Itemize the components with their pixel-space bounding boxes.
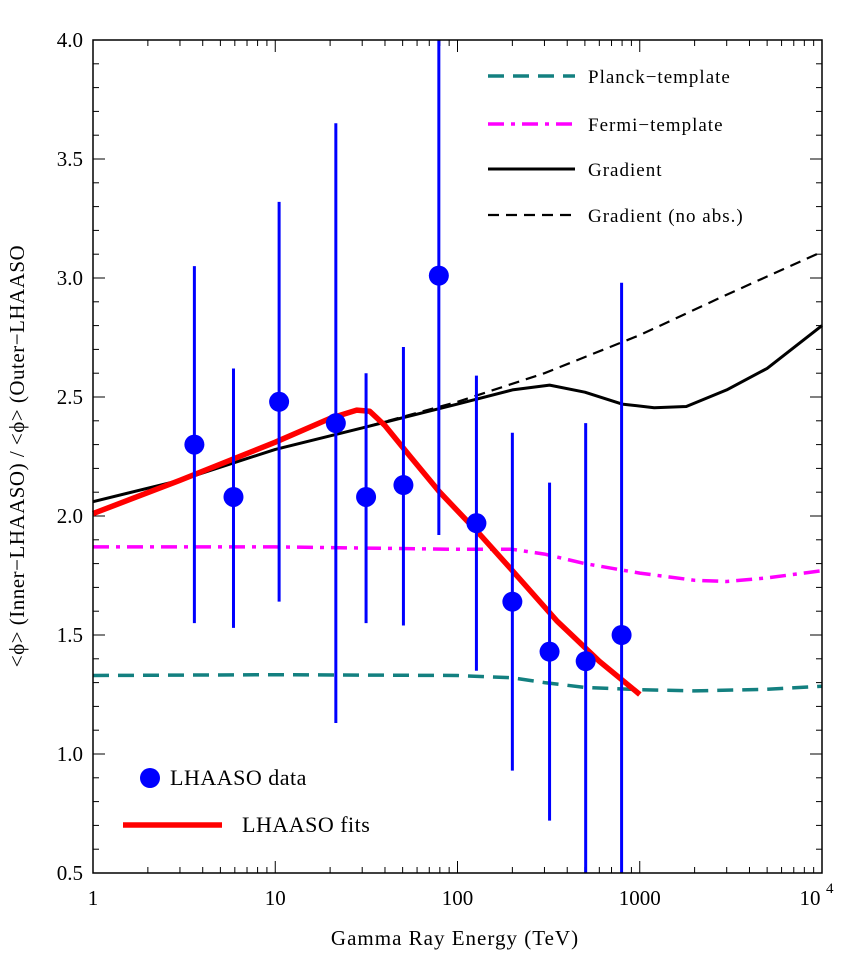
y-axis-label: <ϕ> (Inner−LHAASO) / <ϕ> (Outer−LHAASO: [5, 245, 29, 667]
y-tick-label: 2.0: [57, 504, 83, 528]
legend-label: Planck−template: [588, 67, 731, 88]
x-tick-label: 1000: [619, 886, 661, 910]
x-tick-label: 100: [442, 886, 474, 910]
data-point: [539, 641, 560, 662]
y-tick-label: 4.0: [57, 28, 83, 52]
data-point: [184, 434, 205, 455]
data-point: [356, 486, 377, 507]
data-point: [466, 513, 487, 534]
y-tick-label: 0.5: [57, 861, 83, 885]
legend-label: Gradient: [588, 160, 662, 181]
legend-label: LHAASO data: [170, 765, 307, 790]
legend-label: Fermi−template: [588, 115, 724, 136]
x-tick-label: 10: [265, 886, 286, 910]
series-line-fermi-template: [93, 545, 823, 584]
y-tick-labels: 0.5 1.0 1.5 2.0 2.5 3.0 3.5 4.0: [57, 28, 83, 885]
series-line-gradient-no-abs-: [92, 250, 823, 503]
legend-label: LHAASO fits: [242, 812, 370, 837]
data-point: [428, 265, 449, 286]
data-points: [184, 40, 632, 873]
series-layer: [92, 250, 823, 697]
data-point: [269, 391, 290, 412]
axis-ticks: [92, 39, 822, 874]
y-tick-label: 2.5: [57, 385, 83, 409]
legend-marker: [140, 768, 160, 788]
data-point: [393, 475, 414, 496]
legend-bottom: LHAASO data LHAASO fits: [123, 765, 370, 837]
legend-label: Gradient (no abs.): [588, 206, 744, 227]
x-axis-label: Gamma Ray Energy (TeV): [331, 926, 579, 950]
data-point: [223, 486, 244, 507]
plot-frame: [92, 39, 823, 874]
data-point: [325, 413, 346, 434]
x-tick-label: 1: [88, 886, 99, 910]
y-tick-label: 1.5: [57, 623, 83, 647]
data-point: [502, 591, 523, 612]
x-tick-labels: 1 10 100 1000 10 4: [88, 881, 834, 910]
x-tick-label: 10: [800, 886, 821, 910]
y-tick-label: 3.5: [57, 147, 83, 171]
data-point: [611, 625, 632, 645]
series-line-planck-template: [92, 672, 823, 693]
x-tick-label-exponent: 4: [826, 881, 834, 897]
y-tick-label: 3.0: [57, 266, 83, 290]
y-tick-label: 1.0: [57, 742, 83, 766]
series-line-gradient: [92, 324, 823, 504]
data-point: [575, 651, 596, 672]
legend-top: Planck−template Fermi−template Gradient Gra…: [488, 67, 744, 227]
